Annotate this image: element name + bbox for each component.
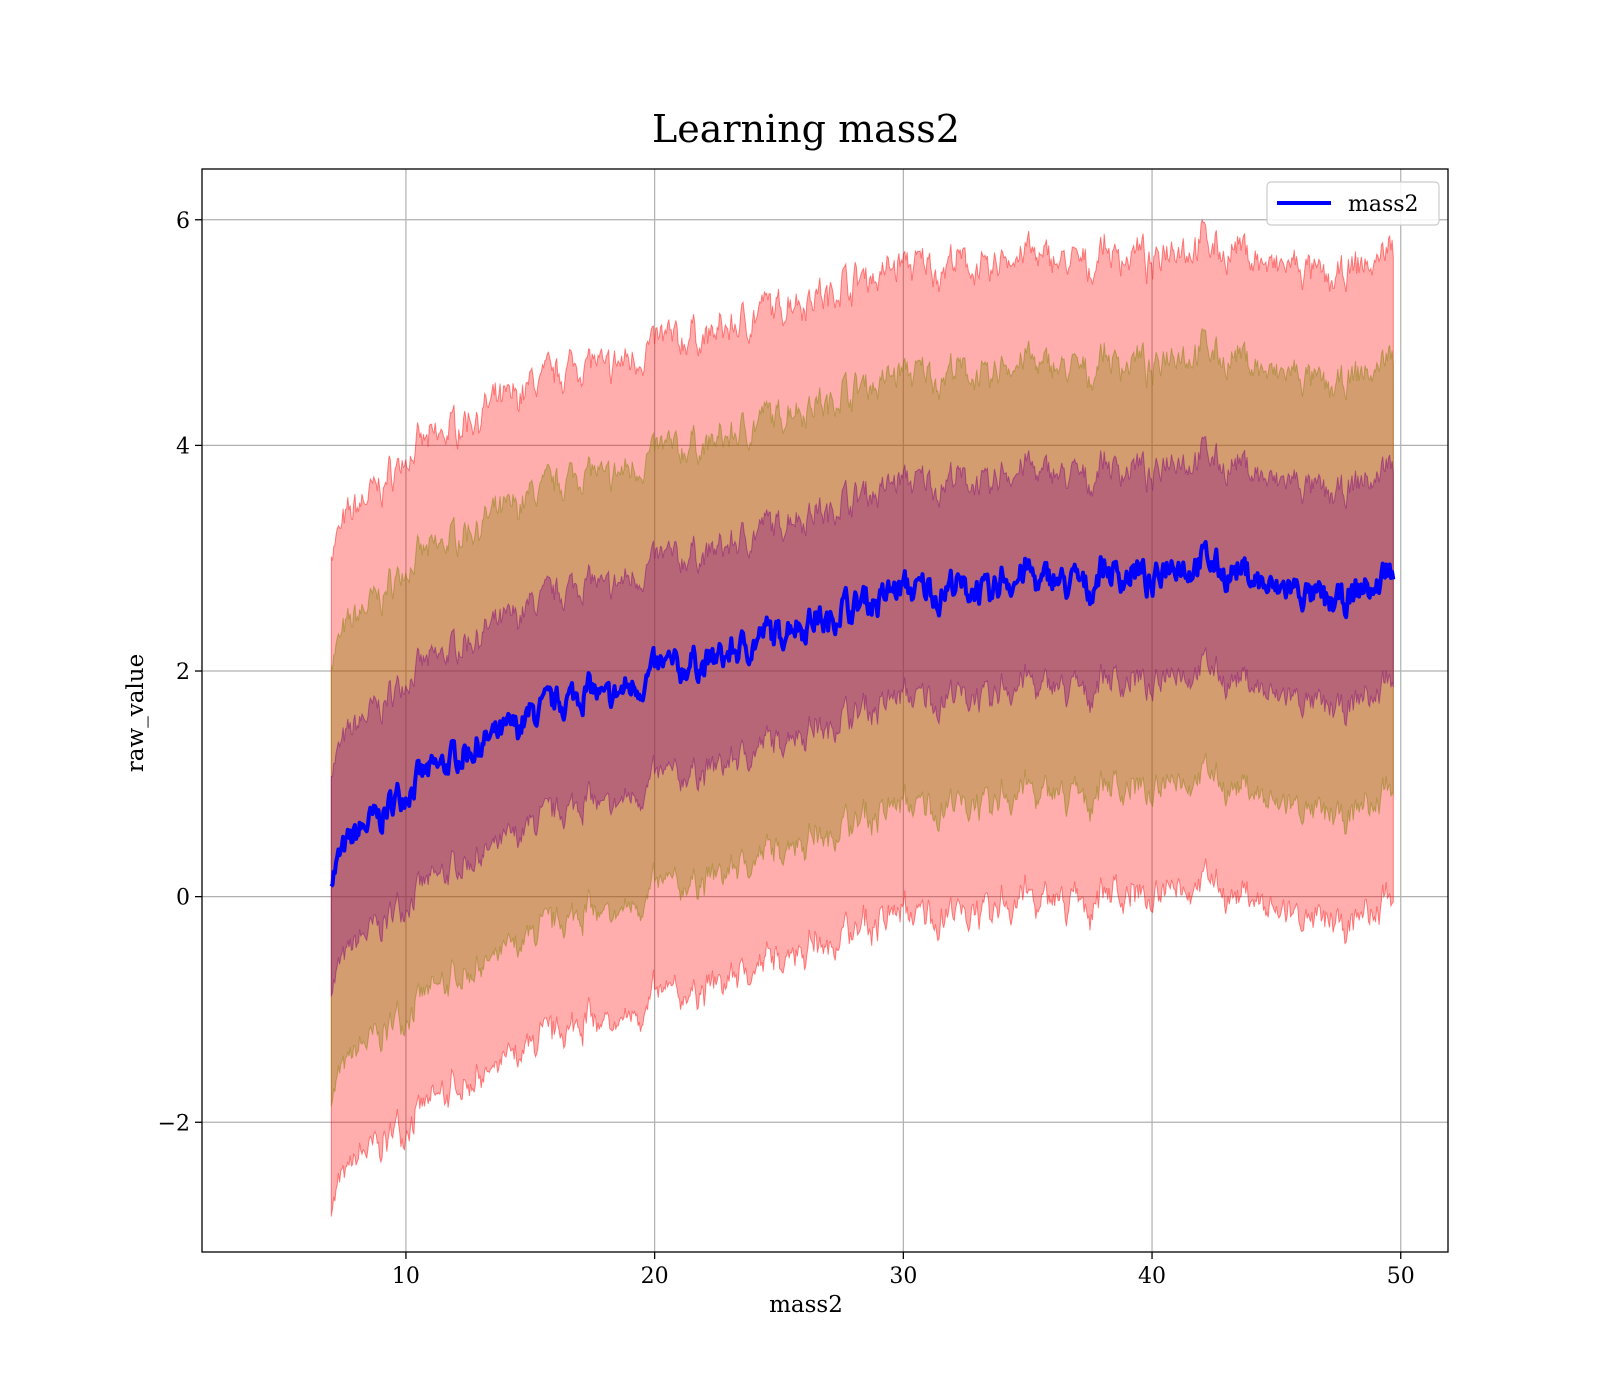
legend: mass2 — [1266, 181, 1440, 226]
y-tick-label-1: 0 — [176, 886, 190, 911]
y-tick-label-0: −2 — [158, 1111, 190, 1136]
series-line-mass2 — [329, 540, 1396, 888]
plot-frame — [201, 168, 1449, 1253]
x-tick-label-4: 50 — [1387, 1264, 1415, 1289]
x-axis-label: mass2 — [769, 1292, 843, 1318]
band-3sigma — [330, 218, 1394, 1217]
y-tick-label-2: 2 — [176, 660, 190, 685]
x-tick-label-1: 20 — [641, 1264, 669, 1289]
y-tick-label-3: 4 — [176, 434, 190, 459]
x-tick-label-0: 10 — [392, 1264, 420, 1289]
x-tick-label-2: 30 — [889, 1264, 917, 1289]
legend-label-mass2: mass2 — [1348, 192, 1419, 217]
plot-area: 10 20 30 40 50 −2 0 2 4 6 — [158, 168, 1449, 1289]
band-2sigma — [330, 327, 1394, 1107]
legend-box — [1266, 181, 1440, 226]
chart-title: Learning mass2 — [652, 107, 960, 151]
y-axis-label: raw_value — [123, 654, 149, 772]
y-tick-label-4: 6 — [176, 209, 190, 234]
x-tick-label-3: 40 — [1138, 1264, 1166, 1289]
